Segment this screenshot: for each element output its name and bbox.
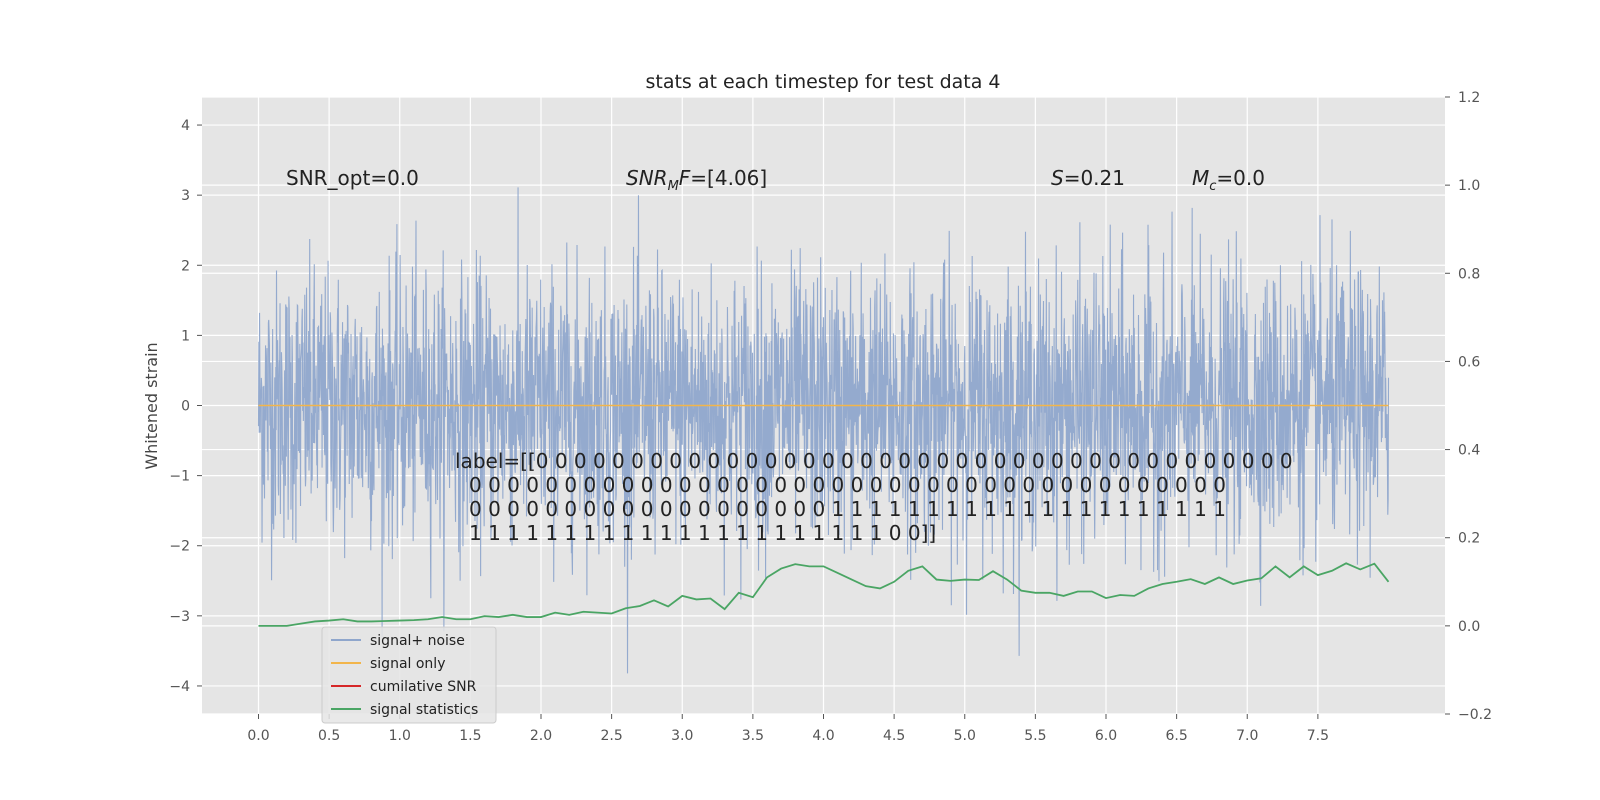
label-line-2: 0 0 0 0 0 0 0 0 0 0 0 0 0 0 0 0 0 0 0 0 … [469, 473, 1226, 497]
x-tick-label: 6.0 [1095, 728, 1117, 744]
x-tick-label: 2.5 [600, 728, 622, 744]
mc-value: =0.0 [1216, 166, 1265, 190]
s-value: =0.21 [1064, 166, 1125, 190]
y-tick-label: 4 [181, 118, 190, 134]
x-tick-label: 2.0 [530, 728, 552, 744]
legend-label-signal-noise: signal+ noise [370, 633, 465, 649]
x-tick-label: 7.0 [1236, 728, 1258, 744]
legend-label-cumilative-snr: cumilative SNR [370, 679, 477, 695]
snr-mf-sub: M [668, 179, 679, 194]
x-tick-label: 7.5 [1307, 728, 1329, 744]
label-line-4: 1 1 1 1 1 1 1 1 1 1 1 1 1 1 1 1 1 1 1 1 … [469, 521, 936, 545]
y-tick-label: 0 [181, 399, 190, 415]
legend-box [321, 626, 497, 724]
y2-tick-label: 0.4 [1458, 443, 1480, 459]
annotation-snr-mf: SNRMF=[4.06] [626, 166, 767, 194]
y-tick-label: −3 [169, 609, 190, 625]
y2-tick-label: 0.6 [1458, 354, 1480, 370]
y2-tick-label: 1.2 [1458, 90, 1480, 106]
y-axis-label: Whitened strain [142, 342, 161, 469]
y-tick-label: −1 [169, 469, 190, 485]
x-tick-label: 3.5 [742, 728, 764, 744]
y-tick-label: 1 [181, 328, 190, 344]
x-tick-label: 5.0 [954, 728, 976, 744]
x-tick-label: 5.5 [1024, 728, 1046, 744]
y-tick-label: 3 [181, 188, 190, 204]
mc-sub: c [1209, 179, 1216, 194]
s-name: S [1051, 166, 1064, 190]
label-line-1: label=[[0 0 0 0 0 0 0 0 0 0 0 0 0 0 0 0 … [455, 449, 1293, 473]
label-line-3: 0 0 0 0 0 0 0 0 0 0 0 0 0 0 0 0 0 0 0 1 … [469, 497, 1226, 521]
x-tick-label: 6.5 [1165, 728, 1187, 744]
x-tick-label: 4.0 [812, 728, 834, 744]
y2-tick-label: 0.8 [1458, 266, 1480, 282]
chart-title: stats at each timestep for test data 4 [645, 71, 1000, 93]
x-tick-label: 0.0 [247, 728, 269, 744]
x-tick-label: 0.5 [318, 728, 340, 744]
y2-tick-label: −0.2 [1458, 707, 1492, 723]
x-tick-label: 3.0 [671, 728, 693, 744]
y-tick-label: −4 [169, 679, 190, 695]
y2-tick-label: 1.0 [1458, 178, 1480, 194]
legend: signal+ noise signal only cumilative SNR… [321, 626, 497, 724]
y2-tick-label: 0.2 [1458, 531, 1480, 547]
series-layer [257, 187, 1390, 674]
x-tick-label: 1.0 [389, 728, 411, 744]
mc-name: M [1192, 166, 1209, 190]
annotation-s: S=0.21 [1051, 166, 1125, 190]
snr-mf-rest: F [679, 166, 691, 190]
axes: 0.0 0.5 1.0 1.5 2.0 2.5 3.0 3.5 4.0 4.5 5.0 5.5 6.0 6… [169, 90, 1492, 744]
annotation-label: label=[[0 0 0 0 0 0 0 0 0 0 0 0 0 0 0 0 … [455, 449, 1293, 545]
legend-label-signal-only: signal only [370, 656, 445, 672]
series-signal-noise [257, 187, 1390, 674]
legend-label-signal-statistics: signal statistics [370, 702, 478, 718]
annotation-mc: Mc=0.0 [1192, 166, 1265, 194]
annotation-snr-opt: SNR_opt=0.0 [286, 166, 419, 190]
x-tick-label: 4.5 [883, 728, 905, 744]
y2-tick-label: 0.0 [1458, 619, 1480, 635]
x-tick-label: 1.5 [459, 728, 481, 744]
y-tick-label: 2 [181, 258, 190, 274]
series-signal-statistics [258, 562, 1390, 627]
snr-mf-value: =[4.06] [690, 166, 767, 190]
snr-mf-name: SNR [626, 166, 668, 190]
y-tick-label: −2 [169, 539, 190, 555]
